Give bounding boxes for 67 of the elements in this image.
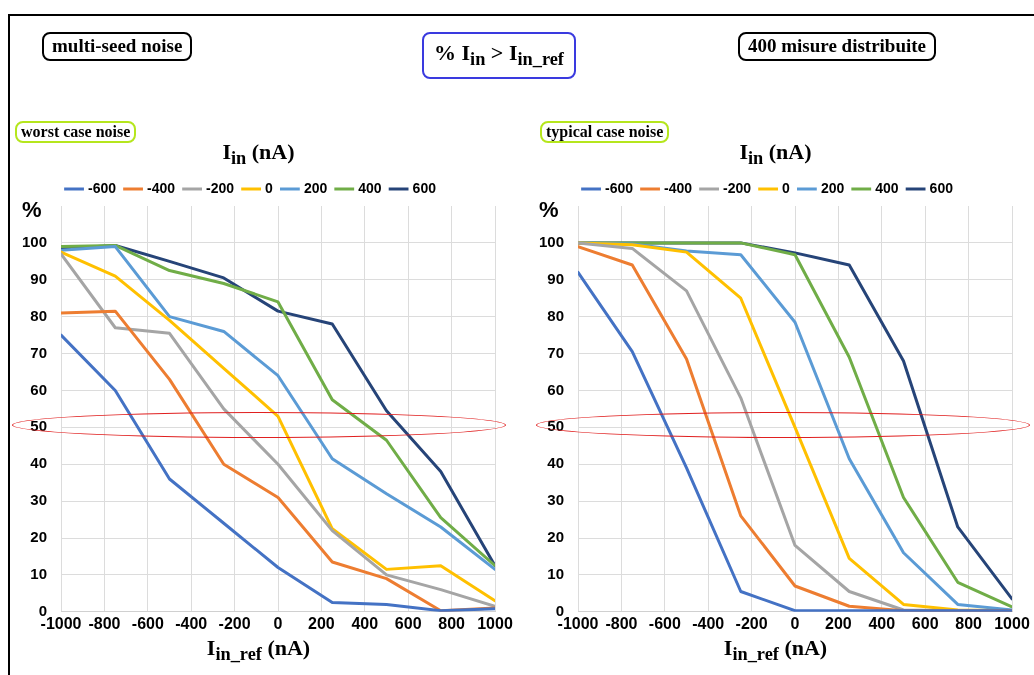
text: 400 misure distribuite [738, 32, 937, 61]
x-tick-label: 800 [955, 614, 983, 632]
y-tick-label: 10 [547, 565, 565, 583]
legend-title: I$_{in}$ (nA) [738, 139, 813, 170]
y-tick-label: 50 [30, 417, 48, 435]
y-tick-label: 40 [547, 454, 565, 472]
x-axis-title: I$_{in_ref}$ (nA) [205, 635, 312, 666]
y-tick-label: 100 [539, 233, 565, 251]
legend-label: -600 [605, 179, 634, 196]
x-tick-label: 800 [438, 614, 466, 632]
y-tick-label: 20 [547, 528, 565, 546]
x-tick-label: -800 [605, 614, 638, 632]
x-axis-title: I$_{in_ref}$ (nA) [722, 635, 829, 666]
legend-label: -400 [664, 179, 693, 196]
y-tick-label: 80 [547, 306, 565, 324]
x-tick-label: 200 [308, 614, 335, 632]
y-tick-label: 60 [30, 380, 48, 398]
x-tick-label: 600 [911, 614, 939, 632]
y-axis-title: % [22, 197, 42, 223]
x-tick-label: 1000 [994, 614, 1030, 632]
y-tick-label: 90 [30, 269, 48, 287]
legend-label: -400 [147, 179, 176, 196]
y-tick-label: 0 [555, 601, 565, 619]
x-tick-label: -800 [88, 614, 121, 632]
x-tick-label: 600 [394, 614, 422, 632]
y-tick-label: 80 [30, 306, 48, 324]
x-tick-label: 0 [790, 614, 800, 632]
legend-label: 0 [265, 179, 274, 196]
text: multi-seed noise [42, 32, 193, 61]
x-tick-label: -600 [131, 614, 164, 632]
chart-title: typical case noise [540, 121, 670, 143]
x-tick-label: 1000 [477, 614, 513, 632]
text: % I$_{in}$ > I$_{in_ref}$ [422, 32, 576, 80]
x-tick-label: -200 [218, 614, 251, 632]
y-tick-label: 10 [30, 565, 48, 583]
legend-label: -600 [88, 179, 117, 196]
legend-label: 200 [820, 179, 845, 196]
y-tick-label: 70 [30, 343, 48, 361]
chart-title: worst case noise [15, 121, 137, 143]
legend-title: I$_{in}$ (nA) [221, 139, 296, 170]
y-tick-label: 40 [30, 454, 48, 472]
y-tick-label: 70 [547, 343, 565, 361]
x-tick-label: 400 [868, 614, 896, 632]
y-tick-label: 20 [30, 528, 48, 546]
legend-label: 600 [412, 179, 437, 196]
legend-label: 400 [875, 179, 899, 196]
x-tick-label: -400 [175, 614, 208, 632]
legend-label: 200 [303, 179, 328, 196]
x-tick-label: 400 [351, 614, 379, 632]
x-tick-label: 200 [825, 614, 852, 632]
y-tick-label: 30 [547, 491, 565, 509]
x-tick-label: -400 [692, 614, 725, 632]
x-tick-label: 0 [273, 614, 283, 632]
y-tick-label: 50 [547, 417, 565, 435]
legend-label: 0 [782, 179, 791, 196]
y-tick-label: 30 [30, 491, 48, 509]
x-tick-label: -600 [648, 614, 681, 632]
y-tick-label: 0 [38, 601, 48, 619]
legend-label: -200 [723, 179, 752, 196]
y-tick-label: 60 [547, 380, 565, 398]
legend-label: 600 [929, 179, 954, 196]
x-tick-label: -200 [735, 614, 768, 632]
y-tick-label: 90 [547, 269, 565, 287]
legend-label: 400 [358, 179, 382, 196]
legend-label: -200 [206, 179, 235, 196]
y-axis-title: % [539, 197, 559, 223]
y-tick-label: 100 [22, 233, 48, 251]
